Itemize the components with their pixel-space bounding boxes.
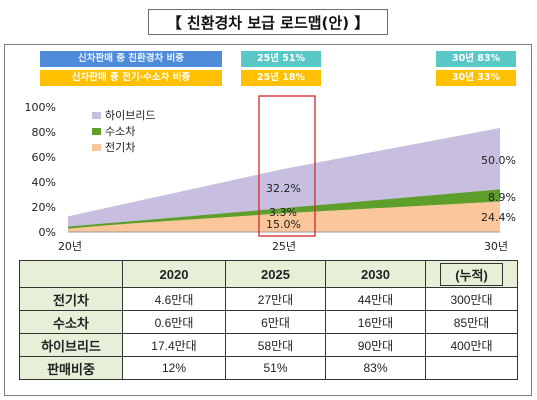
legend-label: 수소차 (105, 125, 135, 138)
x-tick-label: 25년 (272, 240, 296, 253)
table-cell: 0.6만대 (122, 310, 226, 334)
sales-table: 2020 2025 2030 (누적) 전기차 4.6만대 27만대 44만대 300만대 수소차… (19, 260, 518, 380)
table-row: 판매비중 12% 51% 83% (19, 356, 518, 380)
table-cell: 83% (325, 356, 426, 380)
table-cell: 16만대 (325, 310, 426, 334)
y-tick-label: 20% (32, 201, 56, 214)
data-label-electric-2025: 15.0% (266, 218, 301, 231)
table-row: 하이브리드 17.4만대 58만대 90만대 400만대 (19, 333, 518, 357)
table-header-cell: 2020 (122, 260, 226, 288)
table-cell: 4.6만대 (122, 287, 226, 311)
table-cell: 27만대 (225, 287, 326, 311)
hydrogen-line (67, 189, 501, 229)
table-row: 전기차 4.6만대 27만대 44만대 300만대 (19, 287, 518, 311)
data-label-hybrid-2025: 32.2% (266, 182, 301, 195)
table-row-label: 하이브리드 (19, 333, 123, 357)
table-row-label: 수소차 (19, 310, 123, 334)
cumulative-header-label: (누적) (440, 262, 503, 286)
y-tick-label: 0% (39, 226, 56, 239)
badge-ecofriendly-share-2030: 30년 83% (436, 51, 516, 67)
table-cell: 90만대 (325, 333, 426, 357)
y-tick-label: 100% (25, 101, 56, 114)
badge-ev-fcev-share-2030: 30년 33% (436, 70, 516, 86)
legend-label: 하이브리드 (105, 108, 156, 122)
table-header-row: 2020 2025 2030 (누적) (19, 260, 518, 288)
chart-frame (4, 44, 532, 396)
table-cell: 51% (225, 356, 326, 380)
badge-ecofriendly-share-2025: 25년 51% (241, 51, 321, 67)
table-cell: 400만대 (425, 333, 518, 357)
legend-swatch (92, 128, 101, 135)
table-cell: 85만대 (425, 310, 518, 334)
table-header-cell: 2030 (325, 260, 426, 288)
table-cell: 58만대 (225, 333, 326, 357)
x-tick-label: 30년 (484, 240, 508, 253)
page-title: 【 친환경차 보급 로드맵(안) 】 (148, 9, 388, 35)
table-row-label: 판매비중 (19, 356, 123, 380)
data-label-electric-2030: 24.4% (481, 211, 516, 224)
electric-area (68, 201, 500, 232)
table-cell: 17.4만대 (122, 333, 226, 357)
data-label-hydrogen-2030: 8.9% (488, 191, 516, 204)
table-cell: 300만대 (425, 287, 518, 311)
highlight-2025-box (258, 95, 316, 237)
table-cell: 6만대 (225, 310, 326, 334)
data-label-hybrid-2030: 50.0% (481, 154, 516, 167)
badge-ev-fcev-share-label: 신차판매 중 전기·수소차 비중 (40, 70, 222, 86)
hybrid-area (68, 127, 500, 228)
table-cell (425, 356, 518, 380)
data-label-hydrogen-2025: 3.3% (269, 206, 297, 219)
table-row-label: 전기차 (19, 287, 123, 311)
badge-ecofriendly-share-label: 신차판매 중 친환경차 비중 (40, 51, 222, 67)
y-tick-label: 80% (32, 126, 56, 139)
table-cell: 44만대 (325, 287, 426, 311)
table-header-cell: 2025 (225, 260, 326, 288)
legend-swatch (92, 112, 101, 119)
y-tick-label: 60% (32, 151, 56, 164)
table-corner-cell (19, 260, 123, 288)
legend-swatch (92, 144, 101, 151)
table-header-cell: (누적) (425, 260, 518, 288)
x-tick-label: 20년 (58, 240, 82, 253)
table-row: 수소차 0.6만대 6만대 16만대 85만대 (19, 310, 518, 334)
legend-label: 전기차 (105, 141, 135, 154)
y-tick-label: 40% (32, 176, 56, 189)
table-cell: 12% (122, 356, 226, 380)
badge-ev-fcev-share-2025: 25년 18% (241, 70, 321, 86)
